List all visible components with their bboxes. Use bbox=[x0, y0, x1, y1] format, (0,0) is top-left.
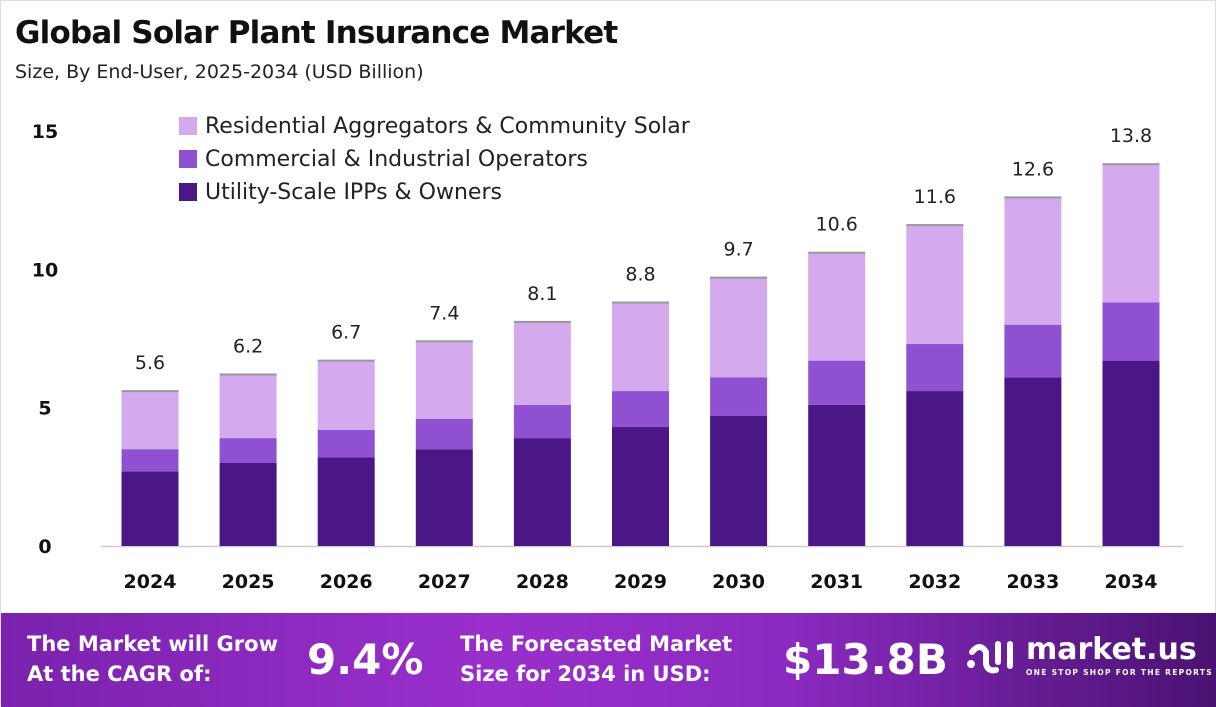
cagr-label-line1: The Market will Grow bbox=[27, 632, 278, 656]
bar-segment bbox=[317, 457, 375, 546]
total-label: 5.6 bbox=[135, 352, 165, 374]
bar-top-edge bbox=[1102, 163, 1160, 166]
total-label: 6.2 bbox=[233, 335, 263, 357]
x-tick-label: 2027 bbox=[418, 571, 471, 593]
bar-segment bbox=[317, 429, 375, 458]
bar-segment bbox=[121, 449, 179, 472]
legend-label: Utility-Scale IPPs & Owners bbox=[205, 180, 502, 205]
y-tick-label: 5 bbox=[38, 398, 51, 420]
y-tick-label: 10 bbox=[32, 259, 58, 281]
bar-segment bbox=[415, 449, 473, 546]
bar-segment bbox=[1004, 377, 1062, 546]
x-tick-label: 2025 bbox=[222, 571, 275, 593]
total-label: 8.1 bbox=[527, 283, 557, 305]
forecast-label-line1: The Forecasted Market bbox=[460, 632, 733, 656]
bar-top-edge bbox=[513, 320, 571, 323]
bar-top-edge bbox=[612, 301, 669, 304]
bar-segment bbox=[415, 341, 473, 419]
forecast-label: The Forecasted Market Size for 2034 in US… bbox=[460, 629, 732, 689]
bar-segment bbox=[513, 321, 571, 405]
bar-segment bbox=[1004, 197, 1062, 325]
bar-segment bbox=[612, 302, 669, 392]
bar-segment bbox=[906, 391, 964, 546]
bar-top-edge bbox=[808, 251, 866, 254]
x-tick-label: 2030 bbox=[712, 571, 765, 593]
chart-title: Global Solar Plant Insurance Market bbox=[15, 15, 618, 51]
bar-segment bbox=[808, 404, 866, 546]
legend-swatch bbox=[179, 183, 197, 201]
total-label: 6.7 bbox=[331, 322, 361, 344]
bar-segment bbox=[906, 225, 964, 345]
bar-top-edge bbox=[317, 359, 375, 362]
bar-segment bbox=[219, 438, 277, 463]
bar-segment bbox=[1004, 324, 1062, 378]
x-tick-label: 2029 bbox=[614, 571, 667, 593]
x-tick-label: 2033 bbox=[1006, 571, 1059, 593]
bar-segment bbox=[710, 377, 768, 416]
cagr-value: 9.4% bbox=[307, 635, 424, 684]
x-tick-label: 2028 bbox=[516, 571, 569, 593]
bar-segment bbox=[513, 404, 571, 439]
total-label: 9.7 bbox=[723, 239, 753, 261]
legend-label: Residential Aggregators & Community Sola… bbox=[205, 114, 691, 139]
cagr-label-line2: At the CAGR of: bbox=[27, 662, 212, 686]
total-label: 8.8 bbox=[625, 264, 655, 286]
bar-top-edge bbox=[906, 224, 964, 227]
cagr-label: The Market will Grow At the CAGR of: bbox=[27, 629, 278, 689]
bar-segment bbox=[710, 277, 768, 378]
bar-segment bbox=[1102, 302, 1160, 361]
legend-swatch bbox=[179, 117, 197, 135]
market-us-logo: market.us ONE STOP SHOP FOR THE REPORTS bbox=[966, 635, 1213, 677]
bar-segment bbox=[710, 415, 768, 546]
legend-swatch bbox=[179, 150, 197, 168]
bar-top-edge bbox=[415, 340, 473, 343]
total-label: 7.4 bbox=[429, 302, 459, 324]
bar-segment bbox=[808, 360, 866, 405]
forecast-label-line2: Size for 2034 in USD: bbox=[460, 662, 711, 686]
footer-banner: The Market will Grow At the CAGR of: 9.4%… bbox=[1, 613, 1216, 707]
total-label: 10.6 bbox=[816, 214, 858, 236]
bar-segment bbox=[121, 391, 179, 450]
bar-segment bbox=[415, 418, 473, 450]
bar-segment bbox=[317, 360, 375, 430]
logo-text: market.us bbox=[1026, 632, 1197, 667]
bar-segment bbox=[1102, 164, 1160, 303]
stacked-bar-chart: 0 5 10 15 5.6 2024 6.2 2025 6.7 2026 7.4 2027 8.1 202… bbox=[32, 114, 1183, 593]
x-tick-label: 2024 bbox=[124, 571, 177, 593]
total-label: 11.6 bbox=[914, 186, 956, 208]
bar-segment bbox=[219, 374, 277, 439]
bar-top-edge bbox=[710, 276, 768, 279]
chart-subtitle: Size, By End-User, 2025-2034 (USD Billio… bbox=[15, 61, 424, 83]
logo-tagline: ONE STOP SHOP FOR THE REPORTS bbox=[1026, 668, 1213, 677]
forecast-value: $13.8B bbox=[783, 635, 948, 684]
total-label: 12.6 bbox=[1012, 158, 1054, 180]
bar-segment bbox=[612, 427, 669, 546]
bar-top-edge bbox=[121, 390, 179, 393]
x-tick-label: 2031 bbox=[810, 571, 863, 593]
bar-segment bbox=[513, 438, 571, 546]
x-tick-label: 2026 bbox=[320, 571, 373, 593]
y-tick-label: 0 bbox=[38, 536, 51, 558]
x-tick-label: 2034 bbox=[1105, 571, 1158, 593]
x-tick-label: 2032 bbox=[908, 571, 961, 593]
logo-icon bbox=[967, 641, 1013, 674]
legend-label: Commercial & Industrial Operators bbox=[205, 147, 588, 172]
bar-segment bbox=[906, 344, 964, 392]
bar-top-edge bbox=[219, 373, 277, 376]
bar-segment bbox=[612, 391, 669, 428]
bar-segment bbox=[1102, 360, 1160, 546]
y-tick-label: 15 bbox=[32, 121, 58, 143]
bar-segment bbox=[121, 471, 179, 546]
total-label: 13.8 bbox=[1110, 125, 1152, 147]
bar-segment bbox=[219, 463, 277, 546]
bar-top-edge bbox=[1004, 196, 1062, 199]
bar-segment bbox=[808, 252, 866, 361]
